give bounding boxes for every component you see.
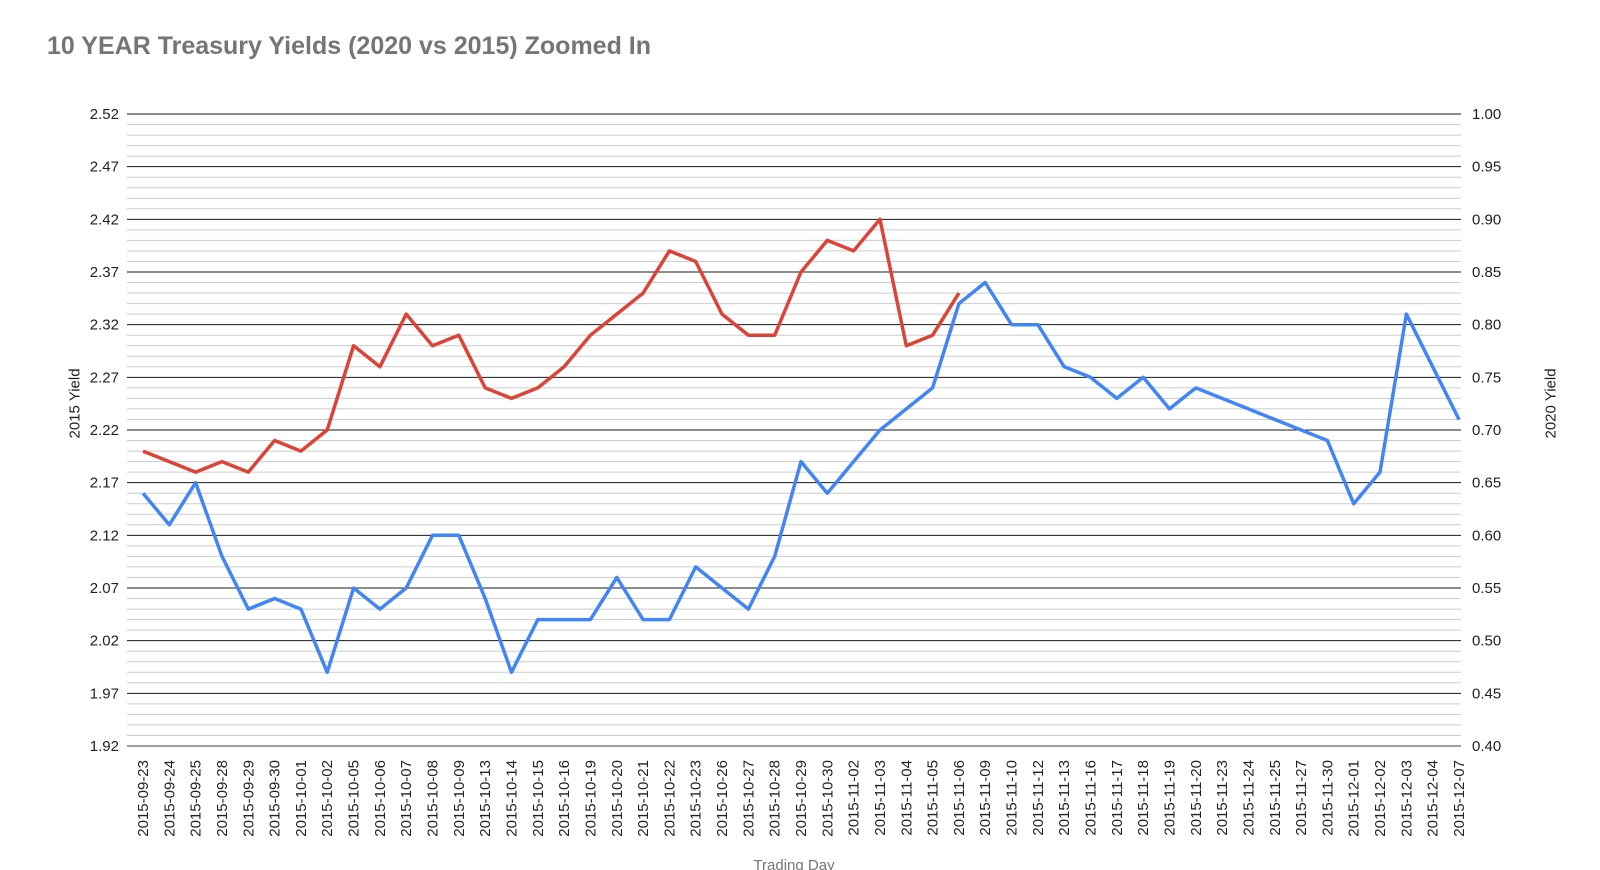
x-axis-tick-label: 2015-10-29 xyxy=(793,760,810,837)
left-axis-tick-label: 2.22 xyxy=(90,422,119,439)
left-axis-tick-label: 2.12 xyxy=(90,527,119,544)
right-axis-tick-label: 0.85 xyxy=(1472,264,1501,281)
x-axis-tick-label: 2015-12-01 xyxy=(1346,760,1363,837)
series-line-2020 xyxy=(142,217,961,474)
x-axis-tick-label: 2015-11-24 xyxy=(1240,760,1257,836)
left-axis-title: 2015 Yield xyxy=(66,368,84,439)
x-axis-tick-label: 2015-09-30 xyxy=(267,760,284,837)
x-axis-tick-label: 2015-11-20 xyxy=(1188,760,1205,836)
x-axis-tick-label: 2015-10-28 xyxy=(767,760,784,837)
x-axis-tick-label: 2015-11-03 xyxy=(872,760,889,836)
x-axis-tick-label: 2015-11-06 xyxy=(951,760,968,836)
left-axis-tick-label: 2.47 xyxy=(90,159,119,176)
x-axis-tick-label: 2015-11-02 xyxy=(846,760,863,836)
x-axis-tick-label: 2015-10-26 xyxy=(714,760,731,837)
x-axis-tick-label: 2015-10-30 xyxy=(819,760,836,837)
right-axis-tick-label: 0.50 xyxy=(1472,633,1501,650)
series-line-2015 xyxy=(141,280,1461,675)
x-axis-tick-label: 2015-10-22 xyxy=(661,760,678,837)
x-axis-tick-label: 2015-10-23 xyxy=(688,760,705,837)
x-axis-tick-label: 2015-11-30 xyxy=(1319,760,1336,836)
x-axis-tick-label: 2015-11-13 xyxy=(1056,760,1073,836)
x-axis-tick-label: 2015-10-09 xyxy=(451,760,468,837)
right-axis-title: 2020 Yield xyxy=(1542,368,1560,439)
x-axis-tick-label: 2015-10-20 xyxy=(609,760,626,837)
x-axis-tick-label: 2015-10-08 xyxy=(425,760,442,837)
x-axis-tick-label: 2015-10-13 xyxy=(477,760,494,837)
x-axis-tick-label: 2015-11-25 xyxy=(1267,760,1284,836)
x-axis-tick-label: 2015-10-15 xyxy=(530,760,547,837)
x-axis-tick-label: 2015-11-12 xyxy=(1030,760,1047,836)
left-axis-tick-label: 1.97 xyxy=(90,685,119,702)
x-axis-tick-label: 2015-12-07 xyxy=(1451,760,1468,837)
x-axis-tick-label: 2015-11-04 xyxy=(898,760,915,836)
x-axis-tick-label: 2015-12-02 xyxy=(1372,760,1389,837)
x-axis-title: Trading Day xyxy=(753,857,835,870)
x-axis-tick-label: 2015-11-17 xyxy=(1109,760,1126,836)
x-axis-tick-label: 2015-09-24 xyxy=(161,760,178,837)
x-axis-tick-label: 2015-10-02 xyxy=(319,760,336,837)
left-axis-tick-label: 1.92 xyxy=(90,738,119,755)
right-axis-tick-label: 0.55 xyxy=(1472,580,1501,597)
x-axis-tick-label: 2015-09-25 xyxy=(188,760,205,837)
x-axis-tick-label: 2015-10-01 xyxy=(293,760,310,837)
left-axis-tick-label: 2.37 xyxy=(90,264,119,281)
left-axis-tick-label: 2.02 xyxy=(90,633,119,650)
right-axis-tick-label: 0.40 xyxy=(1472,738,1501,755)
x-axis-tick-label: 2015-09-28 xyxy=(214,760,231,837)
right-axis-tick-label: 0.90 xyxy=(1472,211,1501,228)
x-axis-tick-label: 2015-09-29 xyxy=(240,760,257,837)
x-axis-tick-label: 2015-09-23 xyxy=(135,760,152,837)
right-axis-tick-label: 0.45 xyxy=(1472,685,1501,702)
x-axis-tick-label: 2015-11-10 xyxy=(1004,760,1021,836)
x-axis-tick-label: 2015-10-05 xyxy=(346,760,363,837)
x-axis-tick-label: 2015-11-16 xyxy=(1083,760,1100,836)
x-axis-tick-label: 2015-10-07 xyxy=(398,760,415,837)
x-axis-tick-label: 2015-12-04 xyxy=(1425,760,1442,837)
x-axis-tick-label: 2015-11-23 xyxy=(1214,760,1231,836)
right-axis-tick-label: 0.75 xyxy=(1472,369,1501,386)
x-axis-tick-label: 2015-11-27 xyxy=(1293,760,1310,836)
left-axis-tick-label: 2.27 xyxy=(90,369,119,386)
right-axis-tick-label: 0.80 xyxy=(1472,317,1501,334)
left-axis-tick-label: 2.17 xyxy=(90,475,119,492)
x-axis-tick-label: 2015-11-19 xyxy=(1161,760,1178,836)
x-axis-tick-label: 2015-11-09 xyxy=(977,760,994,836)
right-axis-tick-label: 1.00 xyxy=(1472,106,1501,123)
x-axis-tick-label: 2015-10-16 xyxy=(556,760,573,837)
left-axis-tick-label: 2.42 xyxy=(90,211,119,228)
chart-title: 10 YEAR Treasury Yields (2020 vs 2015) Z… xyxy=(47,32,652,60)
x-axis-tick-label: 2015-10-14 xyxy=(503,760,520,837)
x-axis-tick-label: 2015-11-05 xyxy=(925,760,942,836)
x-axis-tick-label: 2015-10-27 xyxy=(740,760,757,837)
x-axis-tick-label: 2015-12-03 xyxy=(1398,760,1415,837)
left-axis-tick-label: 2.52 xyxy=(90,106,119,123)
right-axis-tick-label: 0.95 xyxy=(1472,159,1501,176)
right-axis-tick-label: 0.65 xyxy=(1472,475,1501,492)
x-axis-tick-label: 2015-10-19 xyxy=(582,760,599,837)
x-axis-tick-label: 2015-10-21 xyxy=(635,760,652,837)
right-axis-tick-label: 0.60 xyxy=(1472,527,1501,544)
x-axis-tick-label: 2015-11-18 xyxy=(1135,760,1152,836)
x-axis-tick-label: 2015-10-06 xyxy=(372,760,389,837)
left-axis-tick-label: 2.07 xyxy=(90,580,119,597)
right-axis-tick-label: 0.70 xyxy=(1472,422,1501,439)
left-axis-tick-label: 2.32 xyxy=(90,317,119,334)
